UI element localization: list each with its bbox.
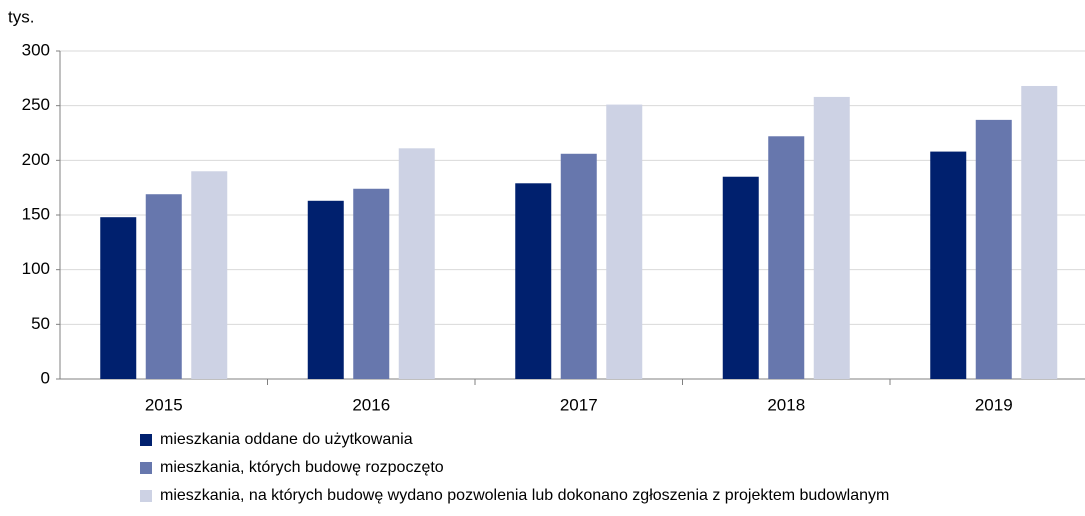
legend-label: mieszkania oddane do użytkowania [160,431,413,448]
x-tick-label: 2019 [975,395,1013,414]
legend-swatch [140,434,152,446]
y-tick-label: 0 [41,368,50,387]
bar [398,148,435,379]
x-tick-label: 2018 [767,395,805,414]
bar [560,153,597,379]
bar [191,171,228,379]
bar [515,183,552,379]
bar [145,194,182,379]
bar [353,188,390,379]
legend-label: mieszkania, na których budowę wydano poz… [160,487,889,504]
y-tick-label: 150 [22,204,50,223]
x-tick-label: 2017 [560,395,598,414]
y-tick-label: 200 [22,150,50,169]
x-tick-label: 2016 [352,395,390,414]
bar [813,96,850,380]
bar [606,104,643,379]
y-axis-label: tys. [8,7,34,26]
x-tick-label: 2015 [145,395,183,414]
legend-swatch [140,490,152,502]
bar [1021,85,1058,379]
y-tick-label: 50 [31,314,50,333]
bar [100,217,137,379]
bar [307,200,344,379]
legend-label: mieszkania, których budowę rozpoczęto [160,459,444,476]
bar [722,176,759,379]
y-tick-label: 300 [22,40,50,59]
bar [930,151,967,379]
bar [768,136,805,379]
y-tick-label: 250 [22,95,50,114]
bar [975,119,1012,379]
y-tick-label: 100 [22,259,50,278]
legend-swatch [140,462,152,474]
